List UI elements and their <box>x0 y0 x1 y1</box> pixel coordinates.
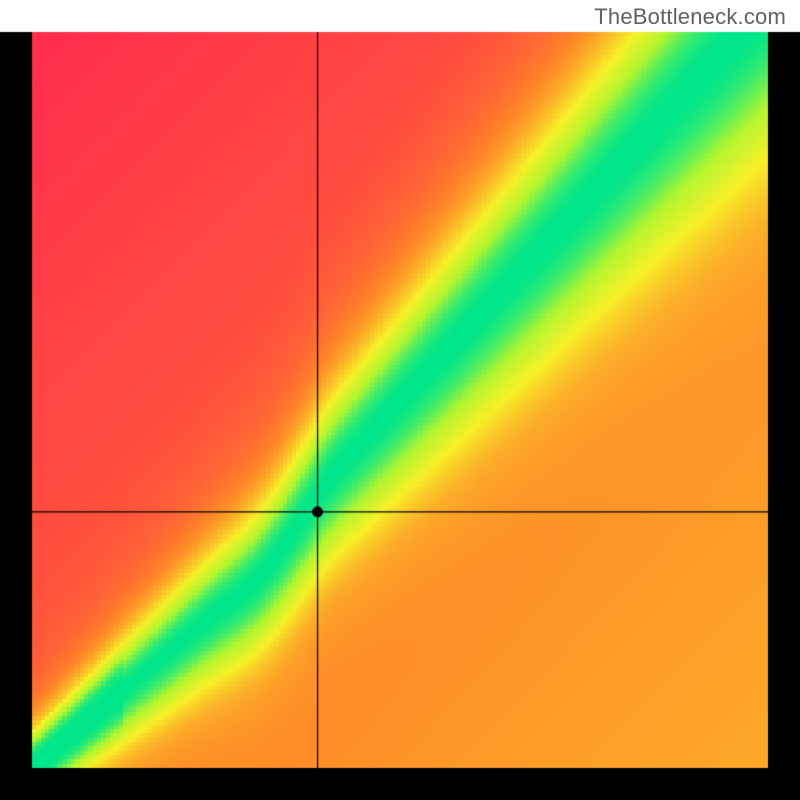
watermark-text: TheBottleneck.com <box>594 4 786 30</box>
chart-container: TheBottleneck.com <box>0 0 800 800</box>
heatmap-canvas <box>0 0 800 800</box>
